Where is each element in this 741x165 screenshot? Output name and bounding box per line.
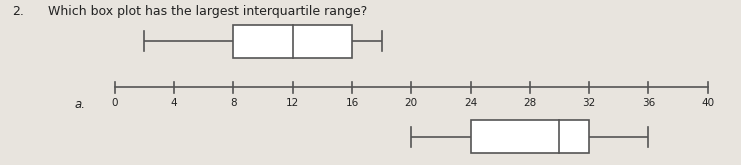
- Text: 8: 8: [230, 98, 236, 108]
- Text: 24: 24: [464, 98, 477, 108]
- Bar: [471, 120, 589, 153]
- Text: 36: 36: [642, 98, 655, 108]
- Text: Which box plot has the largest interquartile range?: Which box plot has the largest interquar…: [48, 5, 368, 18]
- Text: 28: 28: [523, 98, 536, 108]
- Bar: [233, 25, 352, 58]
- Text: a.: a.: [74, 98, 85, 111]
- Text: 4: 4: [171, 98, 177, 108]
- Text: 0: 0: [112, 98, 118, 108]
- Text: 20: 20: [405, 98, 418, 108]
- Text: 2.: 2.: [13, 5, 24, 18]
- Text: 16: 16: [345, 98, 359, 108]
- Text: 32: 32: [582, 98, 596, 108]
- Text: 40: 40: [701, 98, 714, 108]
- Text: 12: 12: [286, 98, 299, 108]
